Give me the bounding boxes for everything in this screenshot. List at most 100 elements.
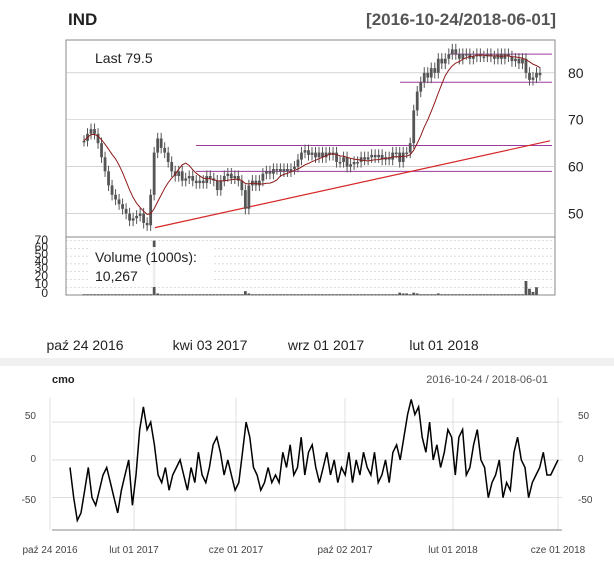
price-candle [324,152,328,158]
price-candle [300,152,303,160]
volume-bar [100,294,103,296]
volume-bar [173,294,177,296]
price-candle [226,173,230,177]
price-candle [82,140,86,143]
price-candle [184,178,188,181]
price-candle [187,176,191,179]
volume-bar [156,293,160,295]
price-candle [440,58,444,64]
price-candle [240,180,244,191]
volume-bar [429,294,433,296]
price-candle [510,56,514,62]
price-candle [345,157,349,167]
volume-bar [222,294,226,296]
panel-separator [0,358,614,366]
price-candle [517,58,521,64]
volume-bar [524,281,528,295]
price-candle [412,110,416,144]
price-candle [100,143,103,158]
volume-label: Volume (1000s): [95,249,197,265]
volume-bar [254,294,258,296]
cmo-date-range: 2016-10-24 / 2018-06-01 [426,374,548,386]
volume-bar [535,287,538,295]
price-candle [352,161,356,165]
price-candle [114,194,117,200]
volume-bar [303,294,307,296]
price-tick-label: 50 [568,206,584,222]
volume-bar [121,294,124,296]
volume-bar [268,294,272,296]
volume-bar [384,294,388,296]
price-candle [531,77,535,80]
price-candle [107,171,110,186]
volume-bar [373,294,377,296]
price-candle [138,213,142,216]
volume-bar [128,294,131,296]
volume-bar [275,294,279,296]
price-candle [457,54,461,59]
price-axis: 80 70 60 50 [568,65,584,222]
volume-bar [517,294,521,296]
volume-tick-label: 50 [35,247,49,261]
price-candle [489,54,493,57]
volume-bar [443,294,447,296]
price-candle [275,168,279,171]
volume-bar [328,294,331,296]
cmo-x-tick: cze 01 2017 [209,545,264,556]
price-candle [310,152,314,155]
price-candle [426,72,430,78]
cmo-x-tick: paź 02 2017 [317,545,372,556]
price-candle [314,152,317,158]
price-candle [433,68,437,73]
volume-bar [289,294,293,296]
price-candle [243,190,247,209]
volume-bar [531,291,535,295]
price-candle [538,72,542,76]
volume-tick-label: 70 [35,233,49,247]
x-tick-label: kwi 03 2017 [173,337,248,353]
volume-bar [117,294,121,296]
price-candle [363,157,367,160]
last-label-bg [90,48,168,68]
volume-bar [475,294,479,296]
symbol-title: IND [68,10,97,29]
volume-bar [194,294,198,296]
price-candle [454,49,458,55]
price-candle [377,154,381,158]
volume-bar [226,294,230,296]
volume-bar [387,294,391,296]
cmo-title: cmo [52,374,75,386]
price-candle [247,185,251,209]
volume-bar [215,294,219,296]
price-candle [236,176,240,181]
volume-bar [107,294,110,296]
volume-bar [296,294,300,296]
price-candle [342,157,345,162]
price-candle [145,222,149,226]
price-candle [401,152,405,162]
price-candle [373,154,377,158]
volume-bar [86,294,89,296]
volume-bar [293,294,296,296]
volume-bar [286,294,289,296]
price-candle [415,91,419,111]
price-candle [257,180,261,186]
volume-bar [461,294,465,296]
price-candle [89,129,93,134]
price-candle [514,58,517,62]
price-candle [307,150,310,155]
cmo-y-tick: -50 [22,495,37,506]
volume-bar [507,294,510,296]
price-candle [265,171,268,174]
volume-bar [240,294,244,296]
volume-bar [170,294,174,296]
cmo-line [69,399,559,523]
cmo-y-tick: 0 [30,454,36,465]
cmo-y-axis-right: 50 0 -50 [578,411,593,506]
price-candle [482,56,486,58]
price-candle [443,58,447,64]
cmo-x-tick: lut 01 2017 [109,545,159,556]
volume-bar [489,294,493,296]
volume-bar [272,294,275,296]
price-candle [528,72,531,80]
